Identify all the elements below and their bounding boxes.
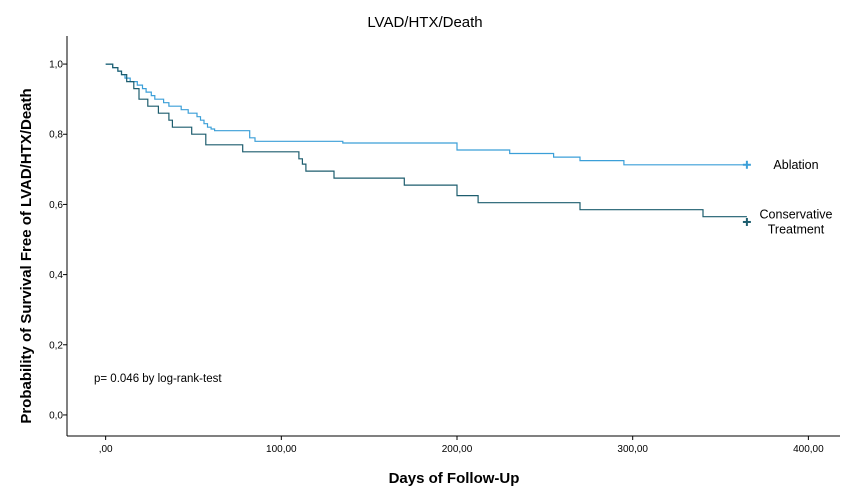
x-tick-label: 400,00 <box>793 444 824 455</box>
survival-curves <box>105 63 747 218</box>
censor-marker <box>742 160 751 169</box>
y-tick-label: 0,8 <box>49 130 63 141</box>
censor-markers <box>742 160 751 226</box>
x-axis-ticks: ,00 100,00 200,00 300,00 400,00 <box>99 436 824 455</box>
survival-curve-conservative-treatment <box>105 63 747 218</box>
x-axis-title: Days of Follow-Up <box>389 470 520 487</box>
x-tick-label: 300,00 <box>617 444 648 455</box>
x-tick-label: 100,00 <box>266 444 297 455</box>
y-tick-label: 0,0 <box>49 410 63 421</box>
y-tick-label: 1,0 <box>49 60 63 71</box>
series-label: Ablation <box>773 158 818 172</box>
y-tick-label: 0,2 <box>49 340 63 351</box>
pvalue-annotation: p= 0.046 by log-rank-test <box>94 373 222 385</box>
series-label: Conservative <box>760 207 833 221</box>
y-axis-ticks: 0,0 0,2 0,4 0,6 0,8 1,0 <box>49 60 67 421</box>
y-axis-title: Probability of Survival Free of LVAD/HTX… <box>18 88 35 423</box>
x-tick-label: 200,00 <box>442 444 473 455</box>
x-tick-label: ,00 <box>99 444 113 455</box>
censor-marker <box>742 217 751 226</box>
y-tick-label: 0,4 <box>49 270 63 281</box>
series-label: Treatment <box>768 222 825 236</box>
y-tick-label: 0,6 <box>49 200 63 211</box>
survival-curve-ablation <box>105 63 747 166</box>
chart-title: LVAD/HTX/Death <box>367 14 482 31</box>
